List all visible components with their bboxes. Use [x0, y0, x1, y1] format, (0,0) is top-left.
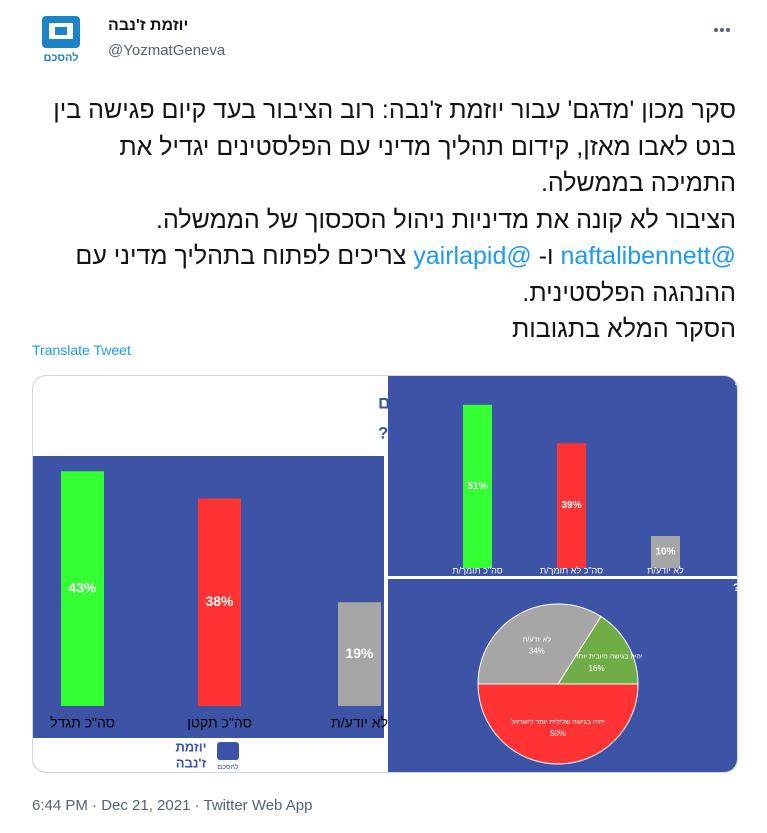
logo-text: להסכם [218, 763, 239, 771]
text: ו- [531, 242, 561, 270]
paragraph: הציבור לא קונה את מדיניות ניהול הסכסוך ש… [30, 202, 736, 312]
author-handle[interactable]: @YozmatGeneva [108, 42, 226, 59]
avatar[interactable]: להסכם [38, 14, 88, 66]
bar-value-label: 43% [68, 579, 97, 595]
bar-value-label: 19% [345, 645, 374, 661]
bar-value-label: 38% [205, 593, 234, 609]
text: הסקר המלא בתגובות [512, 315, 736, 343]
slice-value-label: 50% [550, 729, 566, 738]
logo-strip [33, 738, 384, 772]
pie-slice [477, 603, 602, 685]
bar-value-label: 10% [655, 547, 675, 558]
logo-text: ז'נבה [176, 755, 207, 770]
slice-label: לא יודע/ת [523, 635, 552, 643]
pie-slice [557, 615, 639, 685]
bar [338, 602, 381, 706]
category-label: סה"כ תומך/ת [452, 565, 502, 575]
category-label: לא יודע/ת [647, 565, 684, 575]
tweet-text: סקר מכון 'מדגם' עבור יוזמת ז'נבה: רוב הצ… [30, 92, 736, 348]
author-name[interactable]: יוזמת ז'נבה [108, 17, 189, 34]
mention[interactable]: @yairlapid [413, 242, 532, 270]
mention[interactable]: @naftalibennett [560, 242, 736, 270]
chart-title: ראש הממשלה בנט ליו"ר הרש"פ אבו מאזן? [733, 376, 738, 388]
bar [463, 404, 492, 568]
text: סקר מכון 'מדגם' עבור יוזמת ז'נבה: רוב הצ… [53, 96, 736, 197]
text: הציבור לא קונה את מדיניות ניהול הסכסוך ש… [156, 205, 736, 234]
slice-value-label: 34% [529, 647, 545, 656]
title-strip [33, 376, 384, 456]
paragraph: סקר מכון 'מדגם' עבור יוזמת ז'נבה: רוב הצ… [30, 92, 736, 202]
bar-value-label: 51% [467, 481, 487, 492]
bar [557, 443, 586, 568]
logo-text: יוזמת [175, 739, 206, 754]
slice-value-label: 16% [589, 664, 605, 673]
category-label: לא יודע/ת [331, 715, 388, 731]
category-label: סה"כ לא תומך/ת [540, 565, 603, 575]
category-label: סה"כ תגדל [50, 715, 115, 731]
category-label: סה"כ תקטן [187, 715, 252, 731]
slice-label: יהיה בגישה שלילית יותר לישראל [511, 718, 605, 726]
logo-icon [217, 742, 239, 760]
bar-value-label: 39% [561, 500, 581, 511]
pie-slice [477, 683, 639, 765]
timestamp[interactable]: 6:44 PM · Dec 21, 2021 · Twitter Web App [32, 797, 313, 814]
text: צריכים לפתוח בתהליך מדיני עם ההנהגה הפלס… [75, 242, 736, 307]
more-icon[interactable] [712, 22, 732, 38]
chart-title: חיובית או שלילית יותר כלפי ישראל? [733, 581, 738, 594]
avatar-text: להסכם [43, 51, 78, 64]
translate-link[interactable]: Translate Tweet [32, 342, 131, 358]
slice-label: יהיה בגישה חיובית יותר לישראל [551, 653, 643, 661]
paragraph: הסקר המלא בתגובות [30, 311, 736, 348]
bar [198, 498, 241, 706]
bar [651, 536, 680, 568]
media[interactable]: ם הממשלה תקדם תהליך מדיני עם הפלסטיניםכי… [32, 375, 738, 773]
charts: ם הממשלה תקדם תהליך מדיני עם הפלסטיניםכי… [33, 376, 738, 772]
bar [61, 471, 104, 706]
